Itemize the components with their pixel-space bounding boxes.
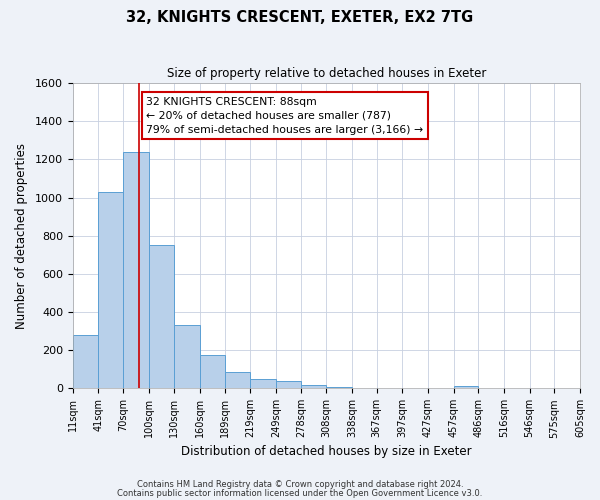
Bar — [301, 385, 326, 388]
Y-axis label: Number of detached properties: Number of detached properties — [15, 142, 28, 328]
Bar — [454, 386, 478, 388]
Text: Contains public sector information licensed under the Open Government Licence v3: Contains public sector information licen… — [118, 490, 482, 498]
Bar — [200, 355, 225, 388]
Text: Contains HM Land Registry data © Crown copyright and database right 2024.: Contains HM Land Registry data © Crown c… — [137, 480, 463, 489]
Bar — [225, 372, 250, 388]
Text: 32, KNIGHTS CRESCENT, EXETER, EX2 7TG: 32, KNIGHTS CRESCENT, EXETER, EX2 7TG — [127, 10, 473, 25]
Bar — [175, 326, 200, 388]
Bar — [276, 381, 301, 388]
Bar — [250, 379, 276, 388]
Bar — [98, 192, 123, 388]
Text: 32 KNIGHTS CRESCENT: 88sqm
← 20% of detached houses are smaller (787)
79% of sem: 32 KNIGHTS CRESCENT: 88sqm ← 20% of deta… — [146, 97, 424, 135]
Bar — [149, 245, 175, 388]
X-axis label: Distribution of detached houses by size in Exeter: Distribution of detached houses by size … — [181, 444, 472, 458]
Bar — [73, 335, 98, 388]
Bar — [123, 152, 149, 388]
Title: Size of property relative to detached houses in Exeter: Size of property relative to detached ho… — [167, 68, 486, 80]
